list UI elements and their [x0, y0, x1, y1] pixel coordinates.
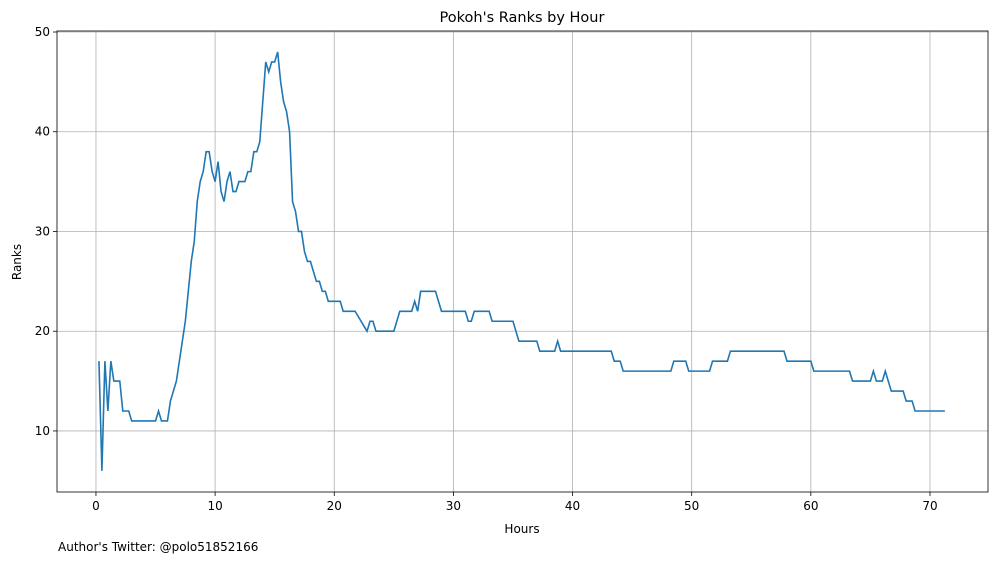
x-tick-label: 60 [803, 499, 818, 513]
x-axis-label: Hours [504, 522, 539, 536]
line [98, 51, 945, 471]
y-tick-label: 20 [35, 324, 50, 338]
x-tick-label: 70 [922, 499, 937, 513]
plot-frame [56, 30, 989, 493]
y-axis-label: Ranks [10, 244, 24, 280]
y-tick-label: 50 [35, 25, 50, 39]
x-tick-label: 20 [327, 499, 342, 513]
y-tick-label: 40 [35, 125, 50, 139]
x-tick-label: 10 [207, 499, 222, 513]
chart-title: Pokoh's Ranks by Hour [440, 10, 605, 26]
y-tick-label: 30 [35, 224, 50, 238]
x-tick-label: 0 [92, 499, 100, 513]
y-tick-label: 10 [35, 424, 50, 438]
x-tick-label: 40 [565, 499, 580, 513]
x-tick-label: 50 [684, 499, 699, 513]
x-tick-label: 30 [446, 499, 461, 513]
annotation: Author's Twitter: @polo51852166 [58, 540, 258, 554]
